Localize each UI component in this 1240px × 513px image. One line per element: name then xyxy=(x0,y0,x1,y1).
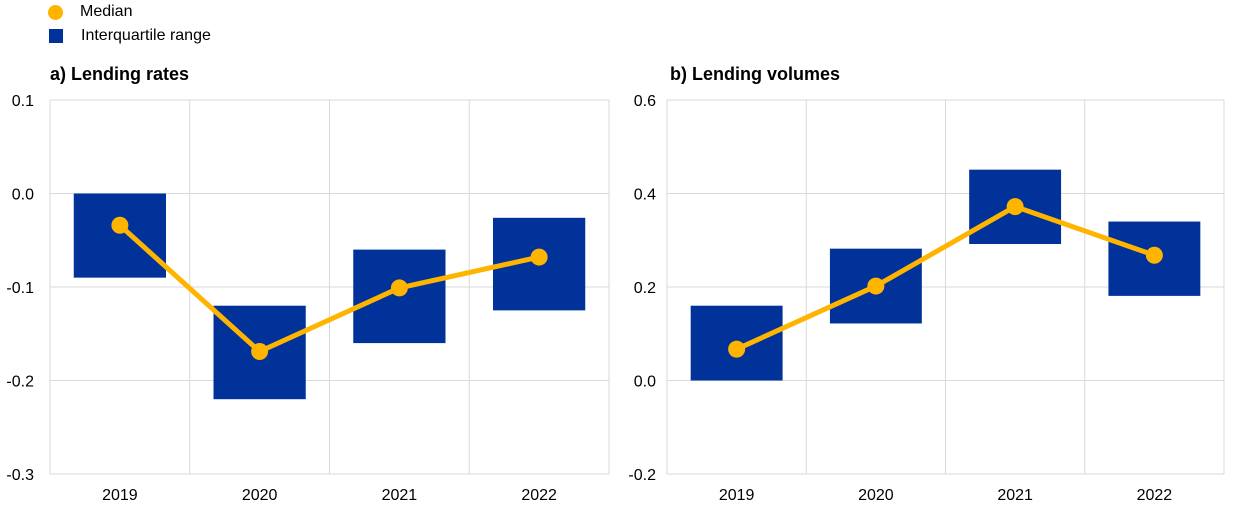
legend-item-iqr: Interquartile range xyxy=(48,24,211,48)
panel-b-ytick-label: 0.4 xyxy=(634,187,656,204)
panel-a-ytick-label: -0.3 xyxy=(6,467,34,484)
panel-a-xtick-label: 2019 xyxy=(102,487,138,504)
panel-a-iqr-box xyxy=(73,193,166,278)
panel-b-ytick-label: 0.2 xyxy=(634,280,656,297)
panel-a-median-point xyxy=(251,343,269,361)
median-swatch xyxy=(48,4,63,20)
panel-b-title: b) Lending volumes xyxy=(670,64,841,84)
panel-b-median-point xyxy=(1006,198,1024,216)
panel-b-median-point xyxy=(867,277,885,295)
panel-a-ytick-label: -0.2 xyxy=(6,374,34,391)
legend-median-label: Median xyxy=(80,3,133,20)
panel-b-ytick-label: -0.2 xyxy=(628,467,656,484)
panel-b-xtick-label: 2019 xyxy=(719,487,755,504)
legend: Median Interquartile range xyxy=(48,0,211,48)
panel-b-median-line xyxy=(735,204,1156,352)
panel-a-xtick-label: 2022 xyxy=(521,487,557,504)
iqr-swatch xyxy=(49,29,63,43)
panel-a-ytick-label: -0.1 xyxy=(6,280,34,297)
panel-a-ytick-label: 0.1 xyxy=(12,93,34,110)
panel-b-xtick-label: 2020 xyxy=(858,487,894,504)
legend-item-median: Median xyxy=(48,0,211,24)
panel-b-median-point xyxy=(728,340,746,358)
panel-b-median-point xyxy=(1145,246,1163,264)
panel-b-xtick-label: 2021 xyxy=(997,487,1033,504)
panel-a-ytick-label: 0.0 xyxy=(12,187,34,204)
panel-a-median-point xyxy=(111,216,129,234)
panel-b-xtick-label: 2022 xyxy=(1137,487,1173,504)
panel-a-xtick-label: 2020 xyxy=(242,487,278,504)
panel-a-median-line xyxy=(118,223,540,355)
panel-b-ytick-label: 0.6 xyxy=(634,93,656,110)
panel-a-xtick-label: 2021 xyxy=(382,487,418,504)
panel-b-ytick-label: 0.0 xyxy=(634,374,656,391)
legend-iqr-label: Interquartile range xyxy=(81,27,211,44)
panel-a-median-point xyxy=(530,248,548,266)
panel-a-median-point xyxy=(390,279,408,297)
panel-a-title: a) Lending rates xyxy=(50,64,190,84)
